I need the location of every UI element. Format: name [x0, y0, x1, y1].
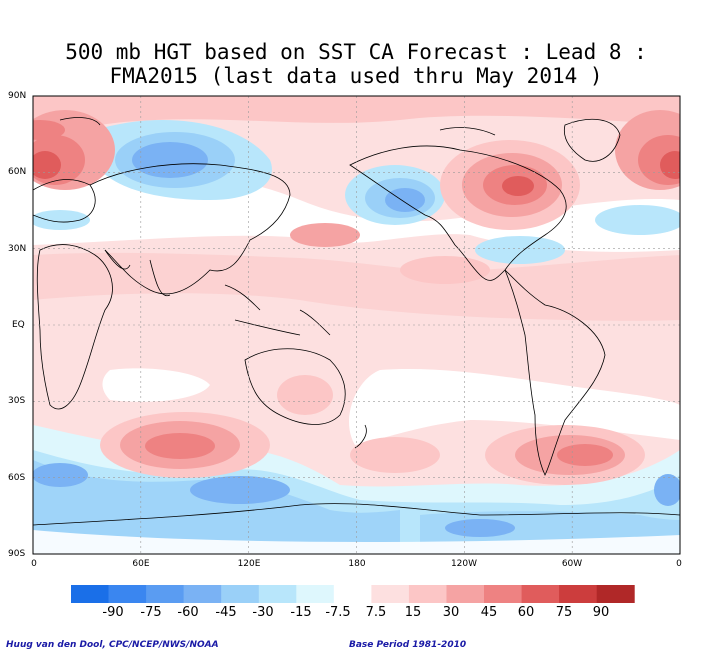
colorbar: [71, 585, 635, 603]
colorbar-swatch: [521, 585, 560, 603]
colorbar-swatch: [596, 585, 635, 603]
lat-label-90s: 90S: [8, 549, 26, 559]
lat-label-eq: EQ: [12, 320, 25, 330]
colorbar-label: -15: [290, 605, 312, 620]
colorbar-label: 45: [480, 605, 498, 620]
colorbar-swatch: [296, 585, 335, 603]
colorbar-swatch: [258, 585, 297, 603]
colorbar-swatch: [183, 585, 222, 603]
colorbar-label: -45: [215, 605, 237, 620]
lon-label-0-right: 0: [676, 559, 682, 569]
colorbar-label: -75: [140, 605, 162, 620]
lon-label-180: 180: [348, 559, 366, 569]
lon-label-60e: 60E: [132, 559, 150, 569]
colorbar-label: -7.5: [325, 605, 351, 620]
lat-label-60n: 60N: [8, 167, 27, 177]
colorbar-label: 15: [404, 605, 422, 620]
chart-title-line1: 500 mb HGT based on SST CA Forecast : Le…: [65, 40, 647, 64]
colorbar-label: -90: [102, 605, 124, 620]
colorbar-swatch: [333, 585, 372, 603]
colorbar-swatch: [371, 585, 410, 603]
colorbar-label: -30: [252, 605, 274, 620]
lon-label-60w: 60W: [561, 559, 583, 569]
colorbar-label: 60: [517, 605, 535, 620]
lon-label-120e: 120E: [237, 559, 261, 569]
colorbar-swatch: [408, 585, 447, 603]
colorbar-label: 75: [555, 605, 573, 620]
coastlines: [33, 117, 680, 526]
colorbar-label: 90: [592, 605, 610, 620]
colorbar-label: 7.5: [365, 605, 387, 620]
colorbar-swatch: [71, 585, 109, 603]
lat-label-90n: 90N: [8, 91, 27, 101]
colorbar-swatch: [146, 585, 185, 603]
colorbar-swatch: [484, 585, 522, 603]
colorbar-label: -60: [177, 605, 199, 620]
map-frame: [32, 95, 681, 555]
colorbar-swatch: [108, 585, 147, 603]
credit-author: Huug van den Dool, CPC/NCEP/NWS/NOAA: [6, 640, 219, 650]
gridlines: [33, 96, 680, 554]
colorbar-label: 30: [442, 605, 460, 620]
lat-label-30n: 30N: [8, 244, 27, 254]
colorbar-swatch: [221, 585, 260, 603]
lat-label-60s: 60S: [8, 473, 26, 483]
colorbar-swatch: [446, 585, 485, 603]
lon-label-0-left: 0: [31, 559, 37, 569]
lon-label-120w: 120W: [450, 559, 478, 569]
colorbar-swatch: [559, 585, 598, 603]
lat-label-30s: 30S: [8, 396, 26, 406]
credit-base-period: Base Period 1981-2010: [349, 640, 467, 650]
chart-title-line2: FMA2015 (last data used thru May 2014 ): [109, 64, 603, 88]
